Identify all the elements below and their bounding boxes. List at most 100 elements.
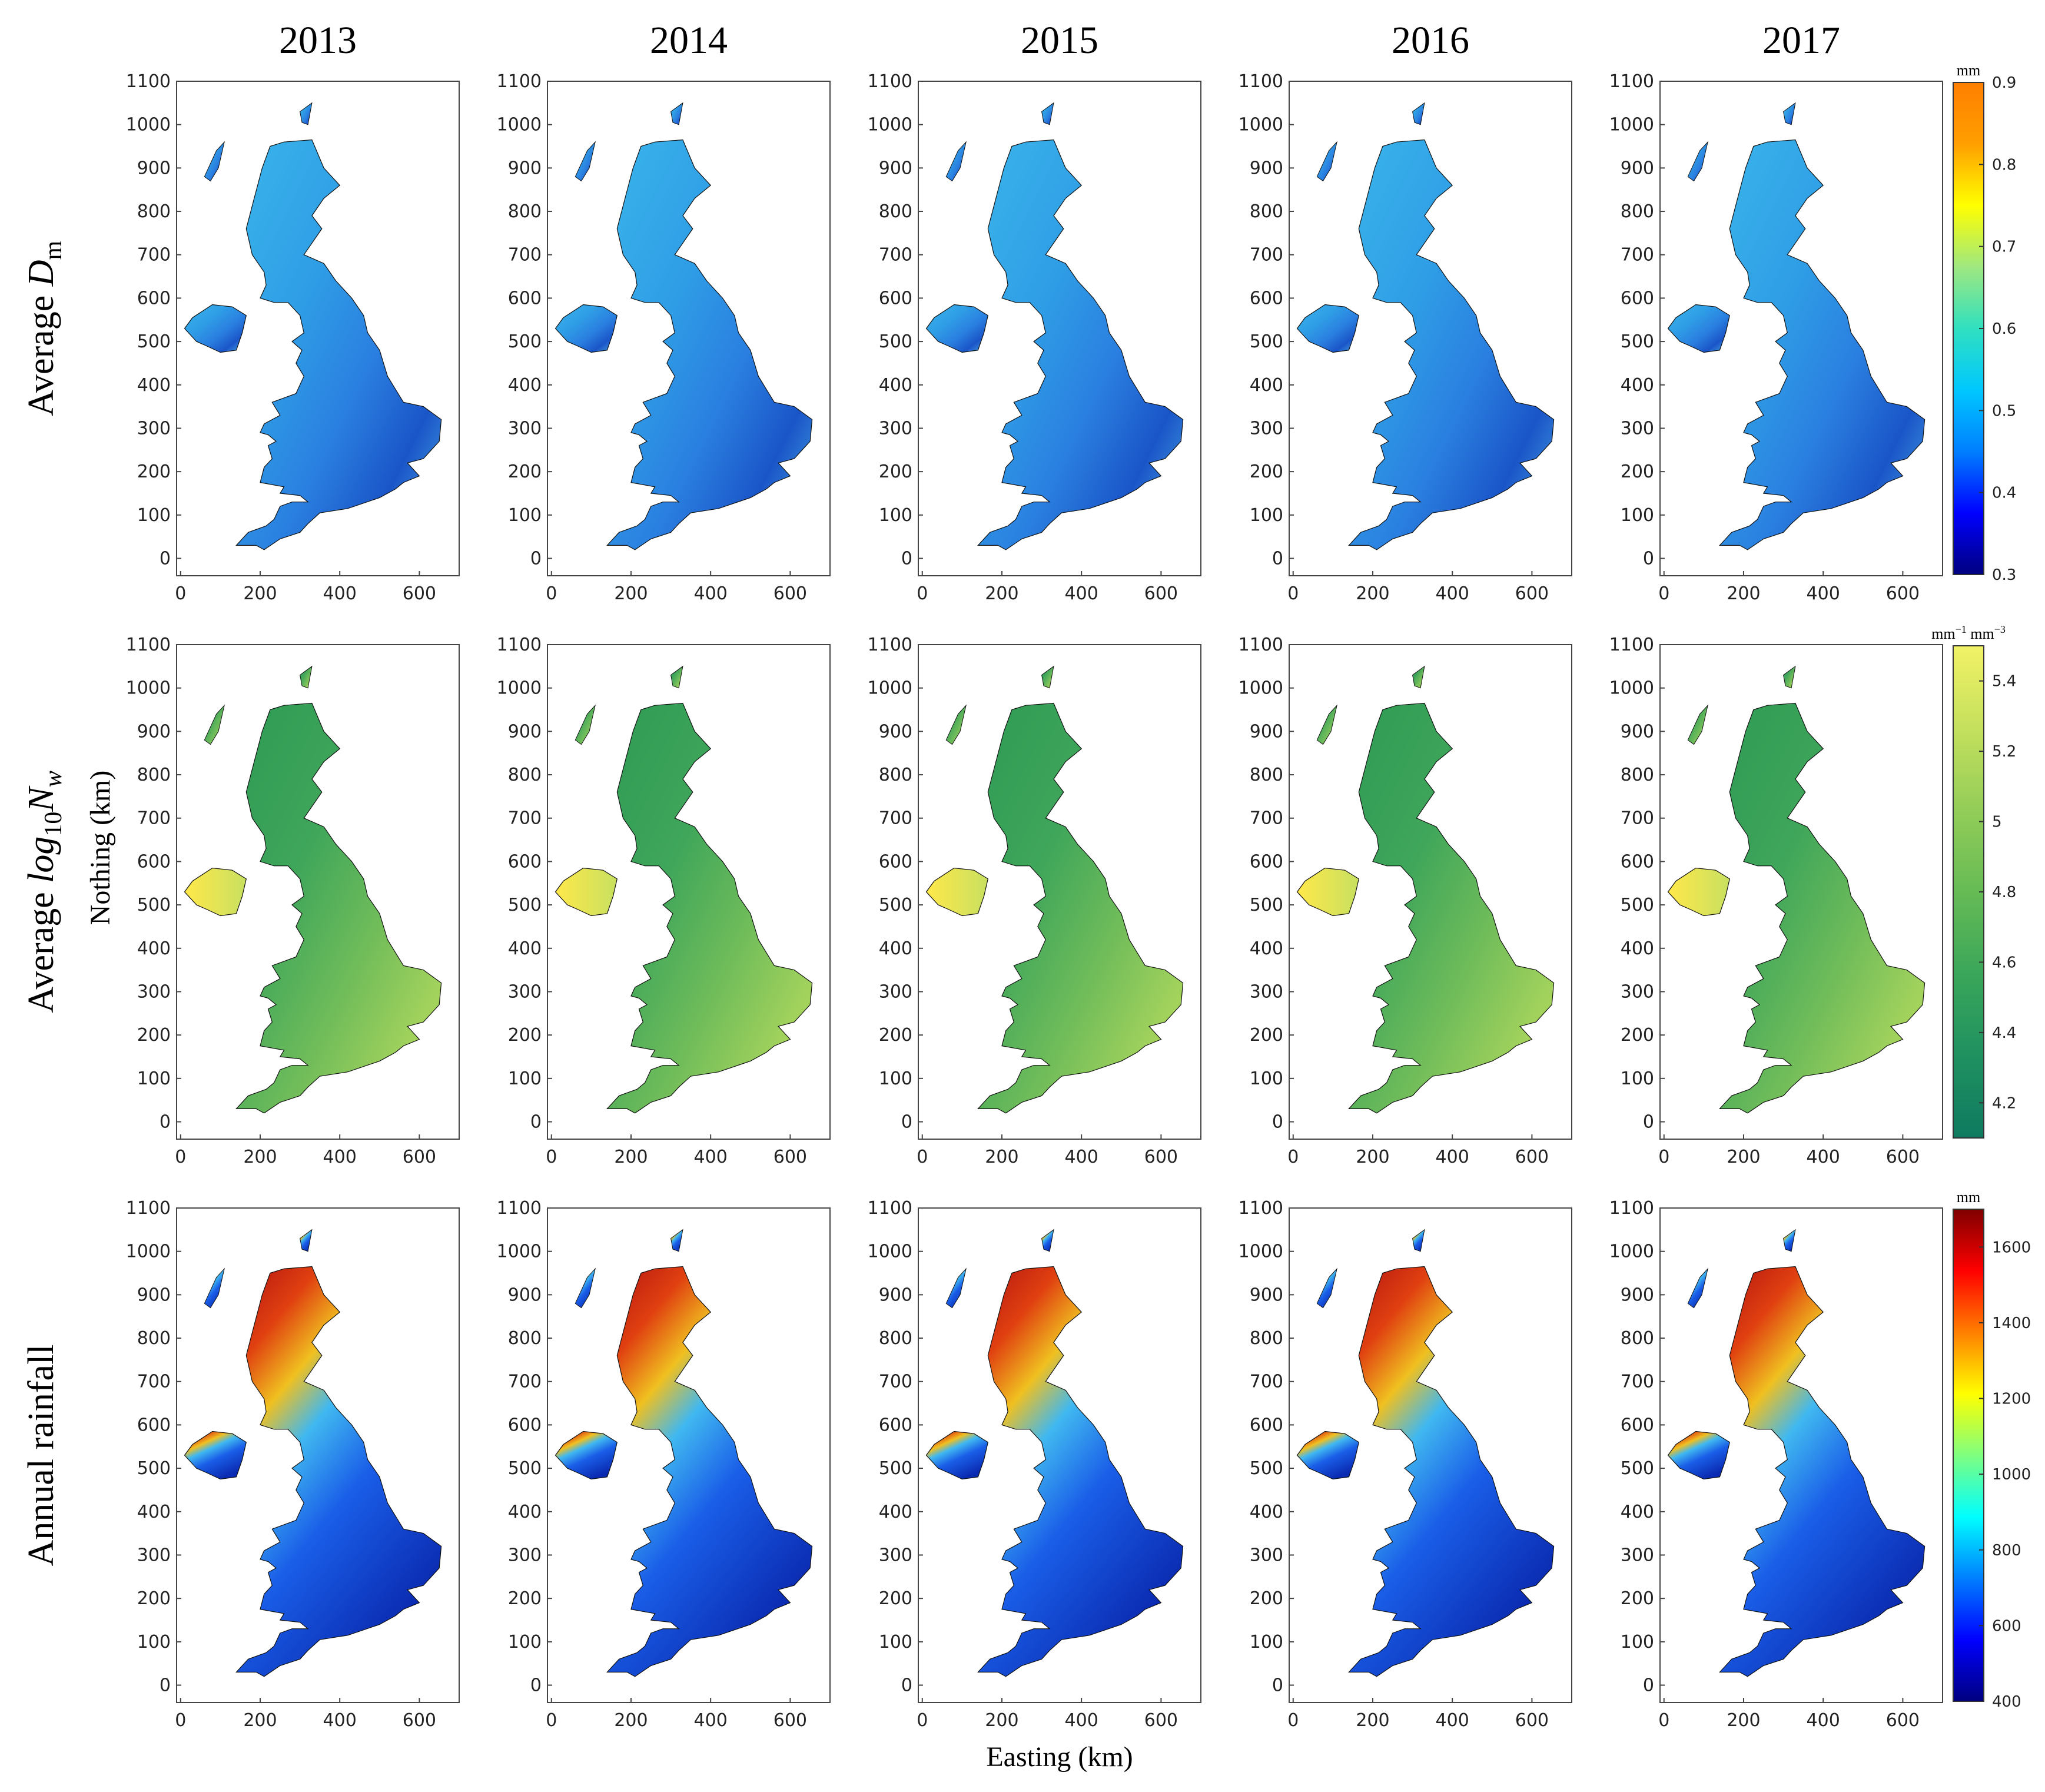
y-tick-label: 1000 — [126, 678, 171, 699]
y-tick-label: 600 — [879, 288, 912, 308]
colorbar-tick-label: 5 — [1992, 814, 2002, 831]
y-tick-label: 1000 — [497, 678, 542, 699]
y-tick-label: 100 — [137, 505, 171, 526]
y-tick-label: 300 — [137, 1545, 171, 1565]
orkney-shape — [1783, 102, 1796, 125]
y-tick-label: 900 — [508, 158, 542, 178]
orkney-shape — [1041, 1229, 1054, 1252]
orkney-shape — [1783, 1229, 1796, 1252]
y-tick-label: 100 — [879, 505, 912, 526]
y-tick-label: 900 — [879, 721, 912, 742]
y-tick-label: 400 — [879, 375, 912, 396]
hebrides-shape — [575, 141, 596, 182]
x-tick-label: 600 — [1515, 1710, 1549, 1731]
x-tick-label: 400 — [1065, 583, 1098, 604]
y-tick-label: 200 — [1621, 462, 1654, 482]
y-tick-label: 800 — [137, 1328, 171, 1349]
y-tick-label: 400 — [879, 938, 912, 959]
hebrides-shape — [575, 704, 596, 745]
x-tick-label: 400 — [1436, 1147, 1469, 1167]
y-tick-label: 1000 — [1239, 678, 1283, 699]
y-tick-label: 400 — [1250, 938, 1283, 959]
y-tick-label: 300 — [879, 418, 912, 439]
year-header-2013: 2013 — [279, 19, 357, 62]
y-tick-label: 900 — [1621, 721, 1654, 742]
row-label-0: Average Dm — [21, 241, 67, 417]
x-tick-label: 600 — [773, 1710, 807, 1731]
y-tick-label: 0 — [160, 549, 171, 569]
colorbar-tick-label: 4.6 — [1992, 954, 2016, 971]
hebrides-shape — [204, 141, 225, 182]
y-tick-label: 300 — [879, 981, 912, 1002]
britain-shape — [1348, 1266, 1555, 1677]
ireland-shape — [555, 867, 618, 917]
x-tick-label: 200 — [1727, 1710, 1760, 1731]
y-tick-label: 600 — [1250, 851, 1283, 872]
y-tick-label: 200 — [879, 462, 912, 482]
y-tick-label: 200 — [1250, 462, 1283, 482]
y-tick-label: 600 — [137, 1415, 171, 1435]
y-tick-label: 700 — [879, 808, 912, 829]
y-tick-label: 400 — [1621, 1502, 1654, 1522]
map-panel-r2-2017: 0 100 200 300 400 500 600 700 800 900 1000 1100 0 200… — [1609, 1198, 1943, 1731]
y-tick-label: 700 — [508, 1372, 542, 1392]
y-tick-label: 600 — [1621, 1415, 1654, 1435]
x-tick-label: 0 — [175, 1147, 186, 1167]
y-tick-label: 200 — [137, 1588, 171, 1609]
year-header-2014: 2014 — [650, 19, 728, 62]
y-tick-label: 700 — [508, 245, 542, 266]
ireland-shape — [1667, 304, 1730, 353]
y-tick-label: 700 — [1250, 808, 1283, 829]
y-tick-label: 0 — [901, 549, 912, 569]
colorbar-tick-label: 0.5 — [1992, 402, 2016, 420]
orkney-shape — [1412, 665, 1425, 689]
x-tick-label: 400 — [694, 1147, 728, 1167]
map-panel-r0-2017: 0 100 200 300 400 500 600 700 800 900 1000 1100 0 200… — [1609, 71, 1943, 604]
y-tick-label: 900 — [879, 1285, 912, 1305]
x-tick-label: 200 — [614, 1710, 648, 1731]
x-tick-label: 0 — [1287, 1147, 1299, 1167]
y-tick-label: 100 — [1250, 1068, 1283, 1089]
x-axis-label: Easting (km) — [986, 1741, 1133, 1773]
y-tick-label: 500 — [137, 1458, 171, 1479]
colorbar-tick-label: 1600 — [1992, 1239, 2031, 1256]
y-tick-label: 400 — [508, 1502, 542, 1522]
y-tick-label: 800 — [137, 765, 171, 785]
x-tick-label: 0 — [175, 583, 186, 604]
x-tick-label: 0 — [1287, 1710, 1299, 1731]
britain-shape — [977, 1266, 1184, 1677]
y-tick-label: 1000 — [1609, 1242, 1654, 1262]
y-tick-label: 700 — [1621, 808, 1654, 829]
x-tick-label: 0 — [917, 1147, 928, 1167]
x-tick-label: 600 — [1144, 1710, 1178, 1731]
y-tick-label: 200 — [879, 1025, 912, 1046]
map-panel-r1-2015: 0 100 200 300 400 500 600 700 800 900 1000 1100 0 200… — [868, 635, 1201, 1167]
colorbar-tick-label: 600 — [1992, 1617, 2021, 1635]
colorbar-tick-label: 4.2 — [1992, 1094, 2016, 1112]
x-tick-label: 600 — [1515, 583, 1549, 604]
y-tick-label: 500 — [1250, 331, 1283, 352]
hebrides-shape — [945, 141, 967, 182]
y-tick-label: 100 — [508, 505, 542, 526]
ireland-shape — [184, 304, 247, 353]
map-panel-r1-2017: 0 100 200 300 400 500 600 700 800 900 1000 1100 0 200… — [1609, 635, 1943, 1167]
x-tick-label: 0 — [1287, 583, 1299, 604]
y-tick-label: 500 — [879, 331, 912, 352]
orkney-shape — [1041, 665, 1054, 689]
y-tick-label: 1100 — [497, 71, 542, 92]
colorbar-unit: mm — [1957, 62, 1980, 79]
y-tick-label: 900 — [879, 158, 912, 178]
y-tick-label: 800 — [1250, 765, 1283, 785]
y-tick-label: 1100 — [497, 635, 542, 655]
map-panel-r0-2013: 0 100 200 300 400 500 600 700 800 900 1000 1100 0 200… — [126, 71, 460, 604]
y-tick-label: 1000 — [1609, 115, 1654, 135]
y-tick-label: 500 — [879, 895, 912, 915]
y-tick-label: 800 — [508, 201, 542, 222]
y-tick-label: 600 — [508, 1415, 542, 1435]
y-tick-label: 100 — [1621, 505, 1654, 526]
y-tick-label: 400 — [137, 1502, 171, 1522]
y-tick-label: 1100 — [868, 635, 912, 655]
orkney-shape — [300, 665, 313, 689]
y-tick-label: 500 — [1621, 895, 1654, 915]
y-tick-label: 500 — [137, 895, 171, 915]
